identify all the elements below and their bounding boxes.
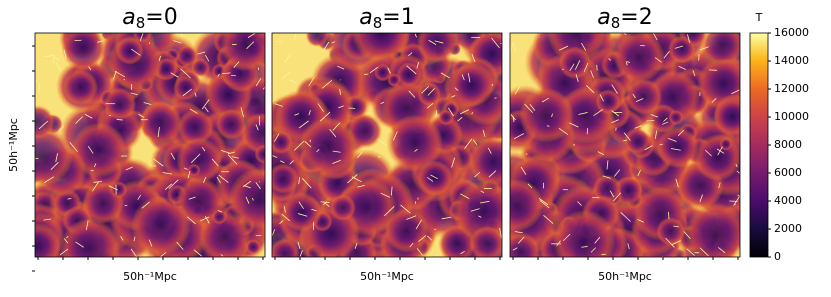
texture bbox=[685, 203, 748, 266]
title-subscript: 8 bbox=[373, 14, 383, 32]
heatmap-image bbox=[485, 5, 768, 288]
texture bbox=[14, 223, 61, 270]
title-symbol: a bbox=[122, 5, 135, 30]
texture bbox=[694, 134, 741, 181]
texture bbox=[212, 209, 227, 224]
heatmap-image bbox=[250, 4, 531, 288]
texture bbox=[502, 233, 540, 271]
title-value: =1 bbox=[382, 5, 414, 30]
colorbar-label: T bbox=[755, 11, 763, 24]
x-axis-label: 50h⁻¹Mpc bbox=[123, 270, 177, 283]
panel-title: a8=2 bbox=[597, 5, 652, 32]
panel-title: a8=1 bbox=[359, 5, 414, 32]
texture bbox=[188, 164, 200, 176]
texture bbox=[624, 128, 650, 154]
texture bbox=[282, 192, 322, 232]
texture bbox=[177, 45, 198, 66]
texture bbox=[270, 239, 299, 268]
colorbar-tick-label: 14000 bbox=[774, 54, 809, 67]
texture bbox=[470, 226, 505, 261]
panel-title: a8=0 bbox=[122, 5, 177, 32]
texture bbox=[385, 209, 429, 253]
x-axis-label: 50h⁻¹Mpc bbox=[598, 270, 652, 283]
texture bbox=[657, 126, 699, 168]
texture bbox=[63, 70, 98, 105]
texture bbox=[656, 217, 684, 245]
heatmap-image bbox=[7, 4, 289, 286]
texture bbox=[553, 210, 615, 272]
texture bbox=[330, 195, 356, 221]
title-value: =0 bbox=[145, 5, 177, 30]
texture bbox=[559, 47, 591, 79]
texture bbox=[450, 63, 494, 107]
colorbar-tick-label: 4000 bbox=[774, 194, 802, 207]
colorbar-tick-label: 0 bbox=[774, 250, 781, 263]
filament bbox=[364, 74, 368, 75]
texture bbox=[669, 110, 683, 124]
title-value: =2 bbox=[620, 5, 652, 30]
texture bbox=[713, 98, 751, 136]
texture bbox=[306, 24, 329, 47]
title-symbol: a bbox=[597, 5, 610, 30]
x-axis-label: 50h⁻¹Mpc bbox=[360, 270, 414, 283]
title-symbol: a bbox=[359, 5, 372, 30]
texture bbox=[116, 37, 144, 65]
title-subscript: 8 bbox=[136, 14, 146, 32]
texture bbox=[131, 196, 191, 256]
texture bbox=[216, 109, 247, 140]
colorbar-tick-label: 12000 bbox=[774, 82, 809, 95]
y-axis-label: 50h⁻¹Mpc bbox=[7, 118, 20, 172]
colorbar-tick-label: 6000 bbox=[774, 166, 802, 179]
colorbar-tick-label: 10000 bbox=[774, 110, 809, 123]
texture bbox=[139, 102, 182, 145]
texture bbox=[61, 25, 106, 70]
filament bbox=[68, 199, 72, 200]
texture bbox=[270, 131, 293, 154]
colorbar-tick-label: 2000 bbox=[774, 222, 802, 235]
texture bbox=[220, 20, 271, 71]
texture bbox=[668, 36, 695, 63]
texture bbox=[173, 75, 198, 100]
filament bbox=[640, 45, 645, 46]
texture bbox=[417, 160, 452, 195]
colorbar bbox=[750, 33, 768, 257]
texture bbox=[299, 117, 357, 175]
texture bbox=[176, 137, 222, 183]
colorbar-tick-label: 8000 bbox=[774, 138, 802, 151]
texture bbox=[519, 88, 574, 143]
texture bbox=[110, 181, 127, 198]
title-subscript: 8 bbox=[611, 14, 621, 32]
filament bbox=[50, 113, 51, 114]
colorbar-tick-label: 16000 bbox=[774, 26, 809, 39]
texture bbox=[60, 218, 120, 278]
texture bbox=[255, 145, 274, 164]
texture bbox=[374, 64, 391, 81]
filament bbox=[434, 229, 436, 230]
texture bbox=[21, 105, 55, 139]
